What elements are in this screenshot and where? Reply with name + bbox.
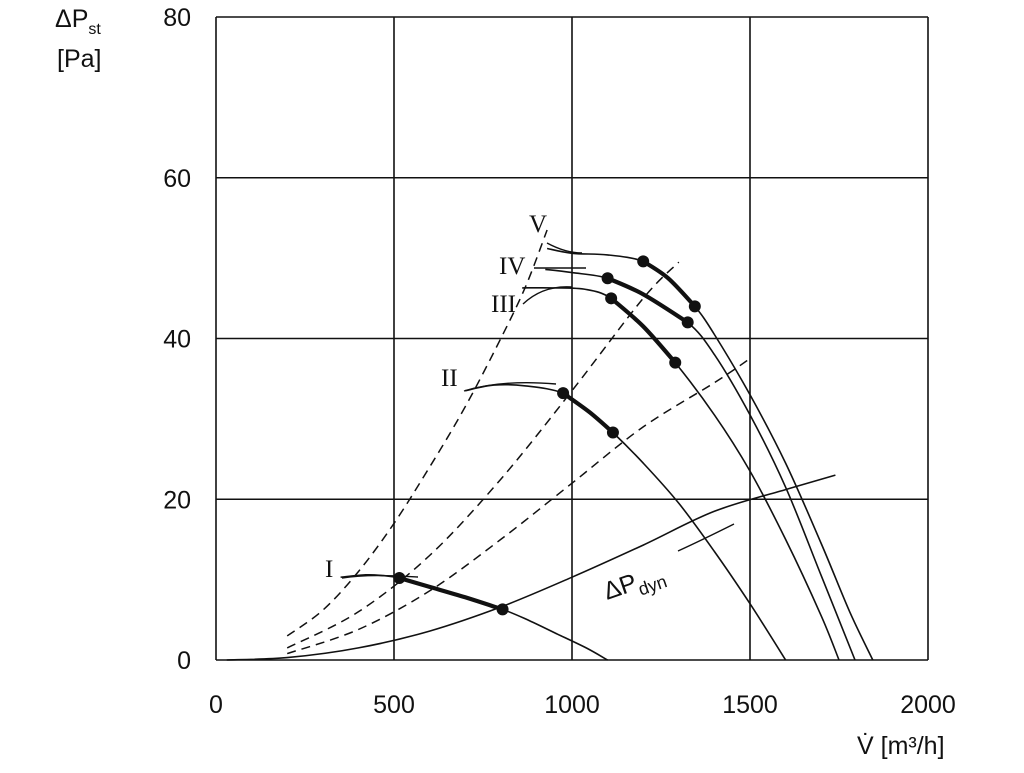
fan-curve-pdyn [226, 474, 836, 661]
curve-leader-i [341, 574, 419, 579]
x-tick-label-1500: 1500 [722, 691, 778, 719]
curve-leader-ii [463, 381, 557, 392]
x-tick-label-0: 0 [209, 691, 223, 719]
y-axis-label-sub: st [88, 21, 101, 38]
system-curve-1 [286, 229, 548, 637]
curve-leader-v [546, 242, 583, 254]
fan-curve-iii [522, 286, 840, 661]
y-tick-label-0: 0 [177, 647, 191, 675]
curve-leader-iii [522, 286, 573, 305]
x-tick-label-2000: 2000 [900, 691, 956, 719]
operating-point-ii-1 [557, 387, 570, 400]
operating-range-v [641, 259, 697, 309]
operating-point-iv-2 [681, 316, 694, 329]
operating-range-ii [561, 391, 615, 435]
system-curve-2 [286, 261, 680, 649]
operating-point-v-1 [637, 255, 650, 268]
curve-label-i: I [325, 556, 333, 583]
operating-point-i-1 [393, 572, 406, 585]
operating-point-ii-2 [606, 426, 619, 439]
y-tick-label-40: 40 [163, 326, 191, 354]
system-curves-layer [286, 229, 751, 655]
x-tick-label-1000: 1000 [544, 691, 600, 719]
operating-points-layer [393, 255, 701, 616]
fan-curve-iv [545, 268, 856, 661]
x-axis-label: V̇ [m³/h] [857, 731, 945, 760]
operating-point-iii-2 [669, 356, 682, 369]
curve-label-iii: III [491, 291, 516, 318]
operating-range-i [397, 575, 505, 612]
fan-curve-ii [465, 383, 787, 661]
y-tick-label-20: 20 [163, 486, 191, 514]
operating-point-iv-1 [601, 272, 614, 285]
y-axis-label-main: ΔPst [55, 5, 101, 38]
y-tick-label-80: 80 [163, 4, 191, 32]
label-leaders-layer [341, 242, 735, 579]
x-tick-label-500: 500 [373, 691, 415, 719]
curve-label-ii: II [441, 365, 458, 392]
operating-ranges-layer [397, 259, 697, 612]
curve-leader-dp-dyn [677, 523, 735, 552]
curve-label-iv: IV [499, 253, 525, 280]
y-tick-label-60: 60 [163, 165, 191, 193]
tick-labels-layer: 0 500 1000 1500 2000 0 20 40 60 80 [163, 4, 956, 719]
operating-point-v-2 [688, 300, 701, 313]
fan-curve-v [546, 247, 874, 661]
grid-layer [215, 16, 929, 661]
operating-range-iv [605, 276, 690, 325]
dp-dyn-main: ΔP [600, 568, 641, 605]
operating-point-i-2 [496, 603, 509, 616]
curve-label-dp-dyn: ΔPdyn [600, 559, 670, 611]
curve-label-v: V [529, 211, 547, 238]
operating-range-iii [609, 296, 678, 365]
y-axis-label-unit: [Pa] [57, 45, 101, 73]
operating-point-iii-1 [605, 292, 618, 305]
fan-curves-layer [226, 247, 874, 661]
dp-dyn-sub: dyn [636, 571, 670, 599]
